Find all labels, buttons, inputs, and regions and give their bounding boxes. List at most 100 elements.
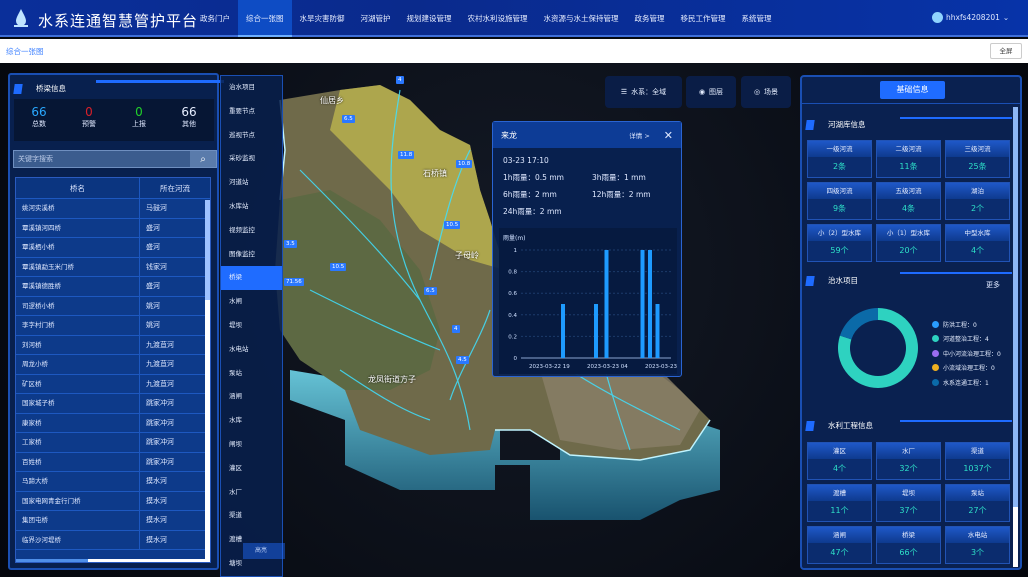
layer-menu-item[interactable]: 渡槽 (229, 535, 242, 544)
table-row[interactable]: 覃溪镇河四桥 盛河 (16, 218, 210, 238)
map-marker[interactable]: 6.5 (342, 115, 355, 123)
layer-menu-item[interactable]: 视频监控 (229, 225, 255, 234)
table-row[interactable]: 覃溪镇勐玉米门桥 钱家河 (16, 257, 210, 277)
layer-menu-item[interactable]: 水库 (229, 416, 242, 425)
rain-bar[interactable] (640, 250, 645, 358)
map-marker[interactable]: 10.5 (330, 263, 347, 271)
table-row[interactable]: 百姓桥 跳家冲河 (16, 452, 210, 472)
nav-item[interactable]: 河湖管护 (360, 14, 391, 23)
info-card[interactable]: 灌区 4个 (807, 442, 872, 480)
table-row[interactable]: 覃溪栖小桥 盛河 (16, 238, 210, 258)
nav-item[interactable]: 水资源与水土保持管理 (543, 14, 619, 23)
table-row[interactable]: 康家桥 跳家冲河 (16, 413, 210, 433)
map-marker[interactable]: 6.5 (424, 287, 437, 295)
info-card[interactable]: 泵站 27个 (945, 484, 1010, 522)
nav-item[interactable]: 政务管理 (634, 14, 665, 23)
rain-bar[interactable] (648, 250, 652, 358)
user-menu[interactable]: hhxfs4208201 ⌄ (932, 12, 1009, 23)
map-marker[interactable]: 4 (452, 325, 460, 333)
basic-info-tab[interactable]: 基础信息 (880, 81, 945, 99)
layer-button[interactable]: ◉ 图层 (686, 76, 736, 108)
rain-bar[interactable] (561, 304, 565, 358)
info-card[interactable]: 五级河流 4条 (876, 182, 941, 220)
layer-menu-item[interactable]: 塘坝 (229, 558, 242, 567)
table-row[interactable]: 马蹄大桥 摸水河 (16, 472, 210, 492)
map-marker[interactable]: 10.5 (444, 221, 461, 229)
detail-link[interactable]: 详情 > (629, 132, 650, 140)
info-card[interactable]: 水厂 32个 (876, 442, 941, 480)
legend-item[interactable]: 中小河流治理工程：0 (932, 346, 1001, 361)
layer-menu-item[interactable]: 涵闸 (229, 392, 242, 401)
table-row[interactable]: 李字村门桥 姚河 (16, 316, 210, 336)
layer-menu-item[interactable]: 重要节点 (229, 106, 255, 115)
layer-menu-item[interactable]: 堤坝 (229, 320, 242, 329)
search-button[interactable]: ⌕ (190, 151, 216, 167)
info-card[interactable]: 渠道 1037个 (945, 442, 1010, 480)
donut-slice[interactable] (838, 308, 918, 388)
layer-menu-item[interactable]: 巡视节点 (229, 130, 255, 139)
table-row[interactable]: 司逻桥小桥 姚河 (16, 296, 210, 316)
map-marker[interactable]: 4 (396, 76, 404, 84)
layer-menu-item[interactable]: 图像监控 (229, 249, 255, 258)
legend-item[interactable]: 小流域治理工程：0 (932, 361, 1001, 376)
layer-menu-item[interactable]: 水电站 (229, 344, 249, 353)
rain-bar[interactable] (604, 250, 609, 358)
nav-item[interactable]: 规划建设管理 (406, 14, 452, 23)
breadcrumb-current[interactable]: 综合一张图 (6, 47, 44, 56)
layer-menu-item[interactable]: 水闸 (229, 297, 242, 306)
table-row[interactable]: 国家城子桥 跳家冲河 (16, 394, 210, 414)
table-row[interactable]: 国家电网青金行门桥 摸水河 (16, 491, 210, 511)
nav-item[interactable]: 水旱灾害防御 (299, 14, 345, 23)
info-card[interactable]: 湖泊 2个 (945, 182, 1010, 220)
scene-button[interactable]: ◎ 场景 (741, 76, 791, 108)
layer-menu-item[interactable]: 渠道 (229, 511, 242, 520)
layer-menu-item[interactable]: 灌区 (229, 463, 242, 472)
table-row[interactable]: 周龙小桥 九渡苴河 (16, 355, 210, 375)
table-row[interactable]: 刘河桥 九渡苴河 (16, 335, 210, 355)
rain-bar[interactable] (594, 304, 598, 358)
info-card[interactable]: 中型水库 4个 (945, 224, 1010, 262)
layer-menu-item[interactable]: 水厂 (229, 487, 242, 496)
info-card[interactable]: 涵闸 47个 (807, 526, 872, 564)
map-marker[interactable]: 10.8 (456, 160, 473, 168)
horizontal-scrollbar[interactable] (16, 559, 210, 562)
legend-item[interactable]: 水系连通工程：1 (932, 375, 1001, 390)
map-marker[interactable]: 11.8 (398, 151, 415, 159)
nav-item[interactable]: 移民工作管理 (680, 14, 726, 23)
search-input[interactable] (14, 151, 190, 167)
water-system-selector[interactable]: ☰ 水系：全域 (605, 76, 682, 108)
layer-menu-item[interactable]: 河道站 (229, 178, 249, 187)
nav-item[interactable]: 系统管理 (741, 14, 772, 23)
info-card[interactable]: 一级河流 2条 (807, 140, 872, 178)
layer-menu-item[interactable]: 闸坝 (229, 439, 242, 448)
nav-item[interactable]: 农村水利设施管理 (467, 14, 528, 23)
table-row[interactable]: 工家桥 跳家冲河 (16, 433, 210, 453)
nav-item[interactable]: 政务门户 (200, 14, 230, 23)
map-marker[interactable]: 4.5 (456, 356, 469, 364)
vertical-scrollbar[interactable] (1013, 107, 1018, 567)
column-header[interactable]: 所在河流 (160, 184, 190, 193)
table-row[interactable]: 临界沙河堤桥 摸水河 (16, 530, 210, 550)
nav-item[interactable]: 综合一张图 (238, 0, 292, 37)
rain-bar[interactable] (655, 304, 660, 358)
layer-menu-item[interactable]: 采砂监视 (229, 154, 255, 163)
table-row[interactable]: 矿区桥 九渡苴河 (16, 374, 210, 394)
info-card[interactable]: 水电站 3个 (945, 526, 1010, 564)
vertical-scrollbar[interactable] (205, 200, 210, 562)
table-row[interactable]: 覃溪镇德胜桥 盛河 (16, 277, 210, 297)
column-header[interactable]: 桥名 (16, 178, 140, 198)
info-card[interactable]: 桥梁 66个 (876, 526, 941, 564)
table-row[interactable]: 集团屯桥 摸水河 (16, 511, 210, 531)
table-row[interactable]: 姚河实溪桥 马鼓河 (16, 199, 210, 219)
info-card[interactable]: 小（2）型水库 59个 (807, 224, 872, 262)
layer-menu-item[interactable]: 泵站 (229, 368, 242, 377)
info-card[interactable]: 小（1）型水库 20个 (876, 224, 941, 262)
fullscreen-button[interactable]: 全屏 (990, 43, 1022, 59)
layer-menu-item[interactable]: 桥梁 (221, 266, 282, 291)
legend-item[interactable]: 防洪工程：0 (932, 317, 1001, 332)
layer-menu-item[interactable]: 水库站 (229, 201, 249, 210)
map-marker[interactable]: 71.56 (284, 278, 304, 286)
more-link[interactable]: 更多 (986, 281, 1000, 289)
info-card[interactable]: 渡槽 11个 (807, 484, 872, 522)
info-card[interactable]: 四级河流 9条 (807, 182, 872, 220)
